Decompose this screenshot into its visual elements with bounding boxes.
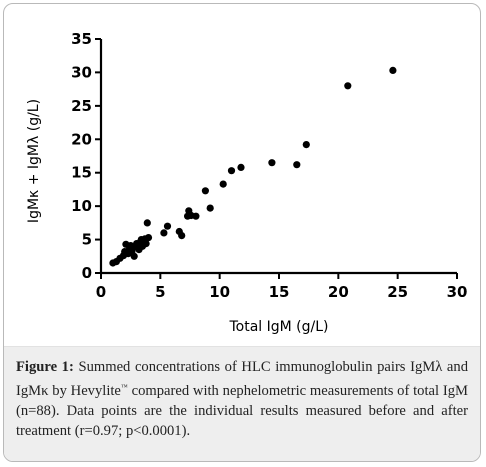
chart-points [109,66,397,267]
x-tick-label: 20 [328,283,349,301]
trademark-symbol: ™ [120,383,128,391]
figure-caption: Figure 1: Summed concentrations of HLC i… [4,346,480,461]
data-point [178,232,186,240]
chart-axes: 0 5 10 15 20 25 30 0 5 10 15 20 25 30 35 [71,30,467,301]
data-point [389,66,397,74]
data-point [268,159,276,167]
x-axis-title: Total IgM (g/L) [228,319,328,335]
data-point [192,212,200,220]
x-tick-label: 30 [447,283,468,301]
data-point [130,252,138,260]
caption-text-part1: Summed concentrations of HLC immunoglobu… [16,359,468,399]
data-point [160,229,168,237]
x-tick-label: 10 [209,283,230,301]
data-point [219,180,227,188]
y-tick-label: 15 [71,164,92,182]
data-point [293,161,301,169]
data-point [237,163,245,171]
x-tick-label: 5 [155,283,165,301]
caption-text-part2: compared with nephelometric measurements… [16,382,468,439]
y-tick-label: 5 [82,231,92,249]
x-tick-label: 15 [269,283,290,301]
data-point [163,222,172,230]
data-point [344,82,352,90]
figure-panel: 0 5 10 15 20 25 30 0 5 10 15 20 25 30 35 Total IgM (g/… [3,3,481,462]
y-tick-label: 25 [71,97,92,115]
data-point [227,167,236,175]
y-tick-label: 35 [71,30,92,48]
data-point [144,234,153,242]
data-point [302,141,310,149]
data-point [143,219,151,227]
y-tick-label: 20 [71,130,92,148]
y-axis-title: IgMκ + IgMλ (g/L) [26,99,42,223]
data-point [201,187,209,195]
y-tick-label: 0 [82,264,92,282]
scatter-chart: 0 5 10 15 20 25 30 0 5 10 15 20 25 30 35 Total IgM (g/… [26,30,467,335]
data-point [206,204,214,212]
data-point [142,240,150,248]
x-tick-label: 25 [387,283,408,301]
y-tick-label: 10 [71,197,92,215]
y-tick-label: 30 [71,63,92,81]
caption-label: Figure 1: [16,359,74,375]
x-tick-label: 0 [96,283,106,301]
